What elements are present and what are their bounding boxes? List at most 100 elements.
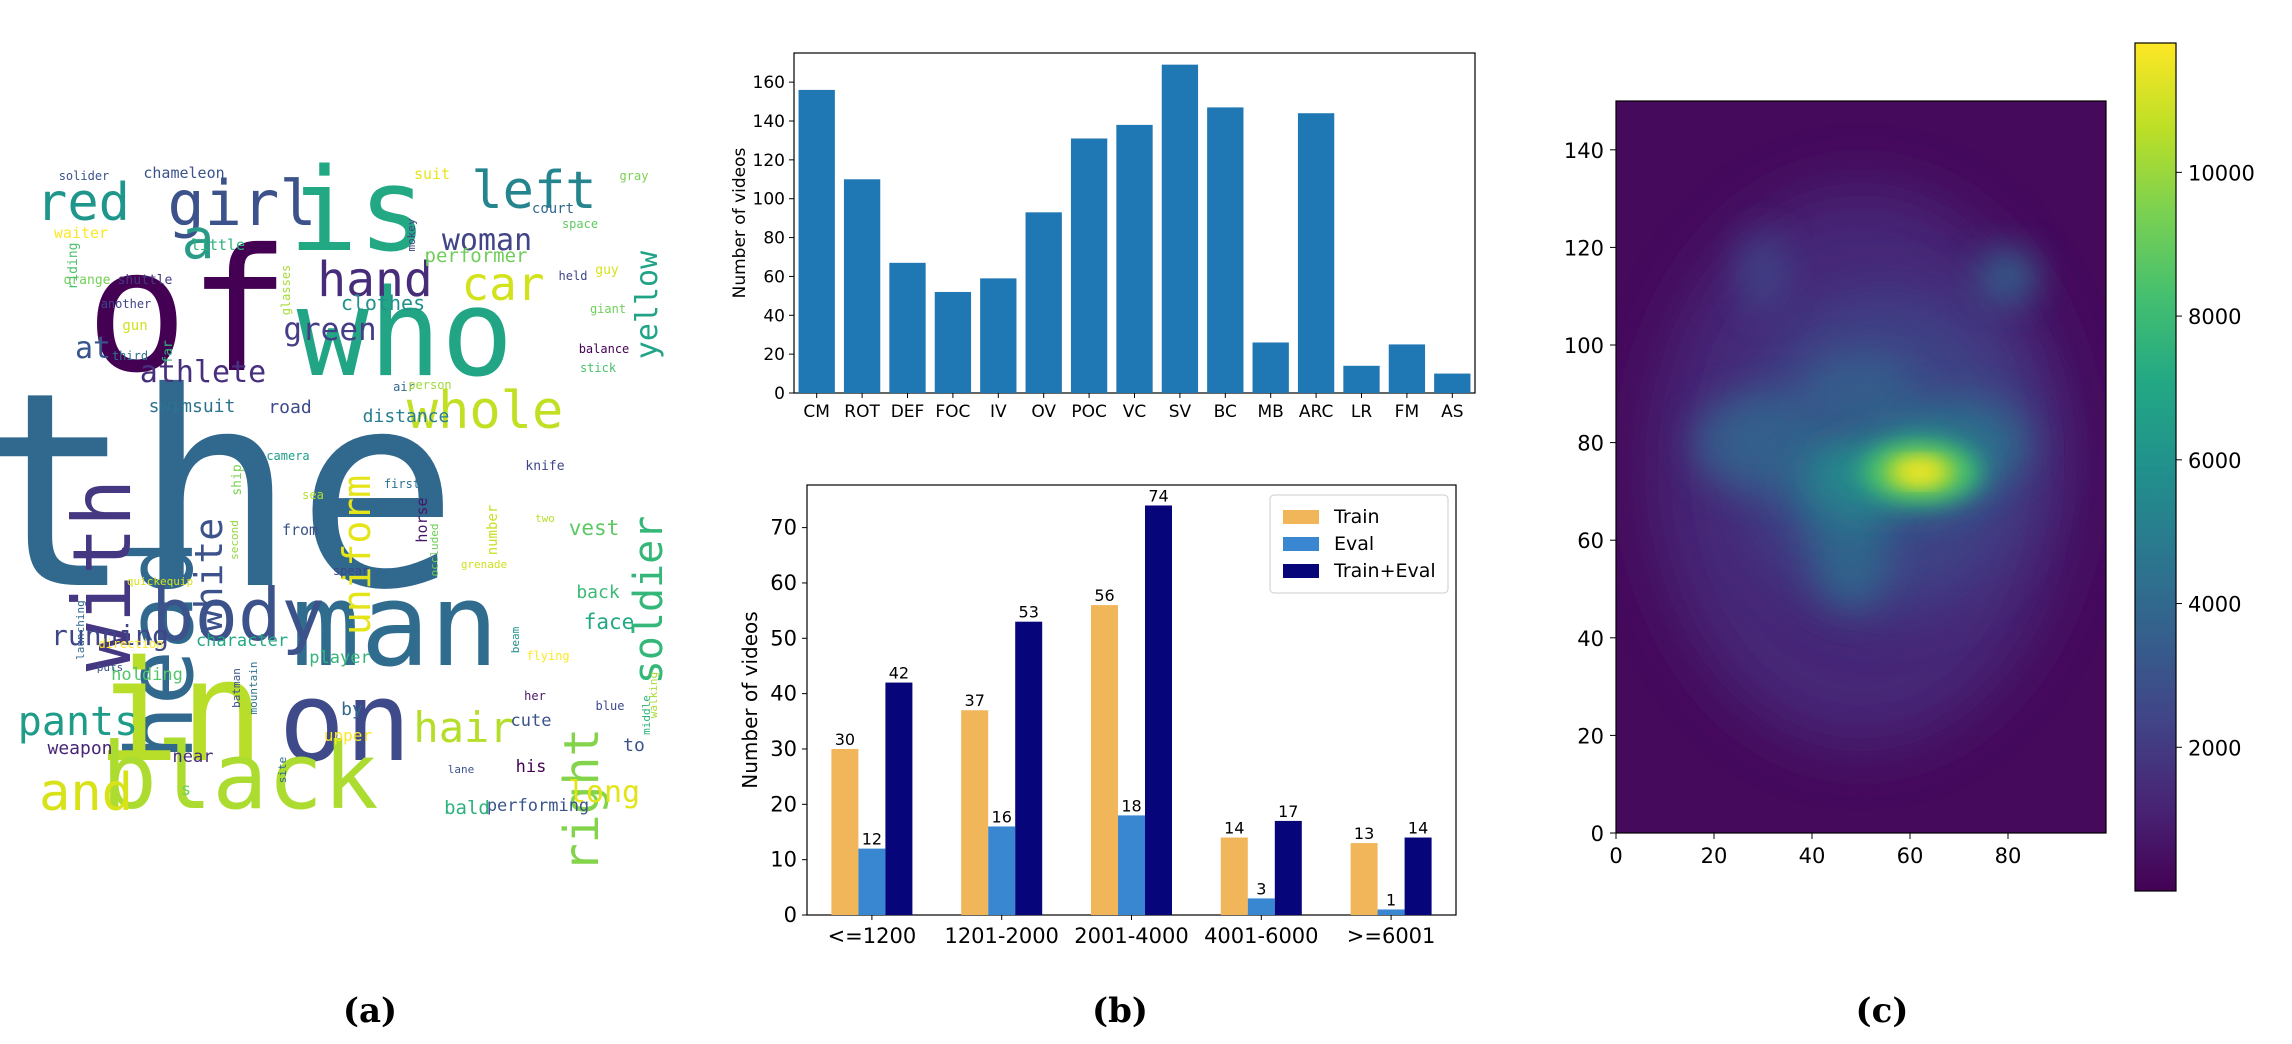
ytick-label: 80 [763, 229, 785, 249]
word-batman: batman [230, 668, 243, 708]
data-label: 12 [862, 830, 882, 849]
heatmap-ytick-label: 120 [1564, 236, 1604, 260]
word-quickequip: quickequip [127, 575, 193, 588]
ytick-label: 70 [770, 516, 797, 540]
xtick-label-MB: MB [1258, 402, 1284, 422]
ytick-label: 140 [753, 112, 785, 132]
colorbar-tick-label: 2000 [2188, 736, 2241, 760]
word-vest: vest [569, 516, 620, 540]
caption-c: (c) [1856, 991, 1909, 1031]
word-s: s [181, 780, 191, 800]
heatmap-ytick-label: 80 [1577, 432, 1604, 456]
word-performing: performing [487, 796, 589, 816]
word-number: number [485, 505, 501, 556]
word-near: near [173, 747, 214, 767]
heatmap-xtick-label: 40 [1799, 844, 1826, 868]
xtick-label-4001-6000: 4001-6000 [1204, 924, 1318, 948]
word-left: left [471, 161, 596, 221]
ytick-label: 0 [774, 384, 785, 404]
word-person: person [408, 378, 451, 392]
word-road: road [268, 397, 311, 418]
heatmap-ytick-label: 100 [1564, 334, 1604, 358]
bar-Train-<=1200 [831, 748, 859, 915]
word-is: is [289, 144, 427, 278]
word-second: second [228, 520, 241, 560]
data-label: 14 [1408, 819, 1428, 838]
heatmap-ytick-label: 0 [1591, 822, 1604, 846]
bar-Train+Eval-4001-6000 [1274, 820, 1302, 915]
word-space: space [562, 217, 598, 231]
bar-Train->=6001 [1350, 843, 1378, 915]
data-label: 56 [1094, 586, 1114, 605]
word-soldier: soldier [626, 516, 672, 685]
ytick-label: 40 [763, 306, 785, 326]
word-knife: knife [525, 459, 564, 474]
data-label: 1 [1386, 890, 1396, 909]
word-and: and [39, 763, 133, 823]
word-a: a [181, 207, 214, 271]
bar-Eval-1201-2000 [988, 826, 1016, 915]
heatmap-ytick-label: 20 [1577, 724, 1604, 748]
data-label: 17 [1278, 802, 1298, 821]
heatmap-xtick-label: 60 [1897, 844, 1924, 868]
word-direction: direction [98, 637, 163, 651]
xtick-label-2001-4000: 2001-4000 [1074, 924, 1188, 948]
word-air: air [393, 380, 415, 394]
word-uniform: uniform [335, 475, 379, 635]
word-held: held [559, 269, 588, 283]
data-label: 13 [1354, 824, 1374, 843]
word-chameleon: chameleon [143, 164, 224, 182]
word-green: green [283, 312, 376, 348]
word-mountain: mountain [247, 662, 260, 715]
word-running: running [51, 619, 169, 652]
word-occluded: occluded [428, 524, 441, 577]
heatmap-xtick-label: 80 [1995, 844, 2022, 868]
word-head: head [107, 539, 214, 761]
data-label: 53 [1019, 603, 1039, 622]
word-body: body [151, 573, 324, 657]
ylabel-bottom: Number of videos [738, 611, 762, 788]
word-flying: flying [526, 649, 569, 663]
ytick-label: 30 [770, 737, 797, 761]
xtick-label-VC: VC [1123, 402, 1147, 422]
word-black: black [102, 723, 379, 830]
word-in: in [96, 631, 265, 794]
word-launching: launching [74, 600, 87, 660]
word-with: with [56, 479, 149, 672]
xtick-label-CM: CM [803, 402, 830, 422]
word-sea: sea [302, 488, 324, 502]
colorbar-tick-label: 8000 [2188, 305, 2241, 329]
heatmap-chart: 0 20 40 60 80 0 20 40 60 80 100 120 140 2000 4000 6000 8… [1564, 42, 2255, 892]
word-by: by [341, 699, 363, 720]
word-man: man [291, 559, 499, 693]
ytick-label: 160 [753, 73, 785, 93]
word-weapon: weapon [47, 738, 112, 759]
word-the: the [0, 334, 459, 649]
xtick-label-<=1200: <=1200 [828, 924, 917, 948]
xtick-label-LR: LR [1351, 402, 1372, 422]
xtick-label-ROT: ROT [844, 402, 880, 422]
bar-Train+Eval-<=1200 [885, 682, 913, 915]
word-yellow: yellow [630, 250, 665, 359]
bar-SV [1161, 64, 1199, 394]
word-third: third [112, 349, 148, 363]
ytick-label: 60 [770, 571, 797, 595]
xtick-label-DEF: DEF [891, 402, 925, 422]
word-gun: gun [122, 318, 147, 334]
word-another: another [101, 297, 152, 311]
data-label: 42 [889, 664, 909, 683]
word-upper: upper [324, 726, 373, 745]
word-gray: gray [620, 169, 649, 183]
word-whole: whole [407, 381, 564, 441]
heatmap-ytick-label: 60 [1577, 529, 1604, 553]
colorbar-tick-label: 10000 [2188, 161, 2255, 185]
ytick-label: 40 [770, 682, 797, 706]
bar-AS [1434, 373, 1471, 393]
word-glasses: glasses [279, 265, 293, 316]
word-solider: solider [59, 169, 110, 183]
word-his: his [516, 757, 547, 777]
word-distance: distance [363, 406, 450, 427]
legend-label-Eval: Eval [1334, 533, 1374, 555]
data-label: 16 [992, 807, 1012, 826]
